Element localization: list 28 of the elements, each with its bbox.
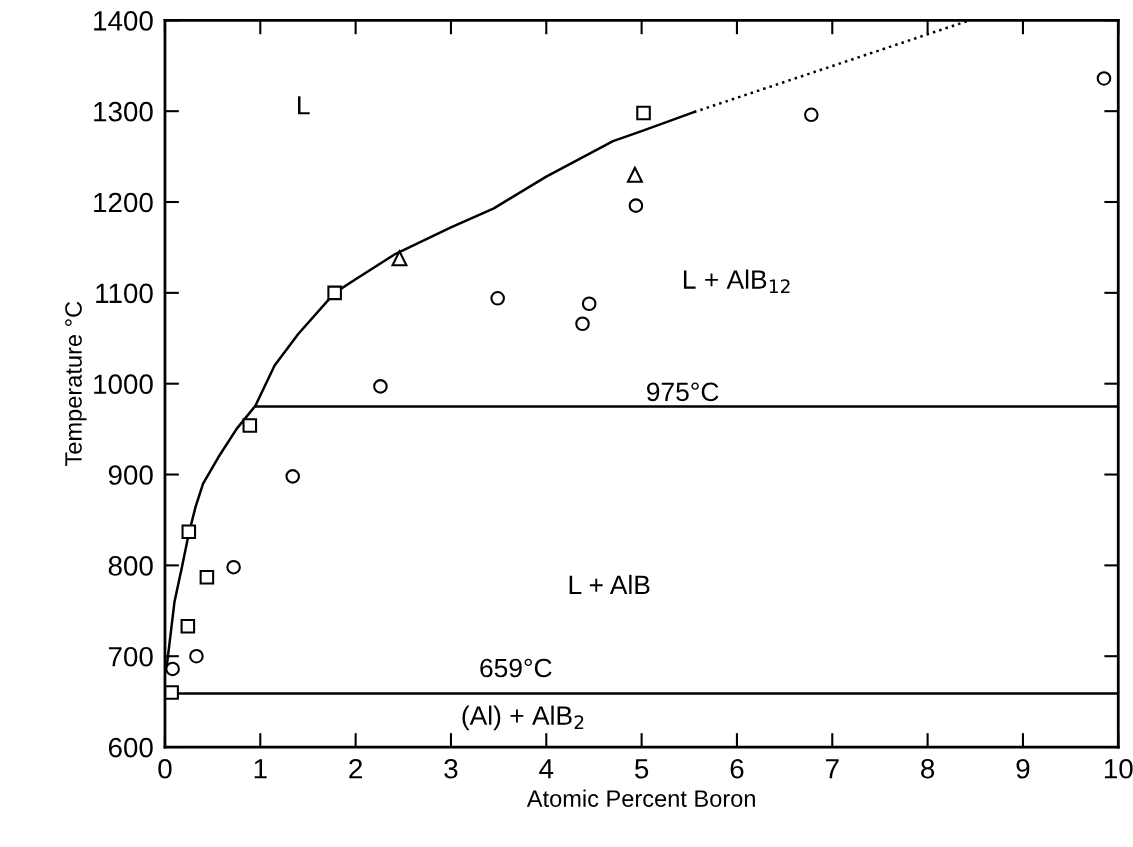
annotation: L + AlB xyxy=(569,574,650,594)
x-tick-label: 7 xyxy=(825,759,839,779)
y-tick-label: 800 xyxy=(108,556,153,576)
x-tick-label: 5 xyxy=(635,759,649,779)
y-tick-label: 900 xyxy=(108,465,153,485)
annotation: L + AlB$_{12}$ xyxy=(683,269,790,293)
y-tick-label: 1400 xyxy=(94,11,153,31)
y-tick-label: 1000 xyxy=(94,374,153,395)
x-axis-title: Atomic Percent Boron xyxy=(526,789,755,807)
x-tick-label: 2 xyxy=(349,758,362,779)
x-tick-label: 6 xyxy=(730,758,744,779)
x-tick-label: 1 xyxy=(254,759,267,779)
ref-line-label: 659°C xyxy=(480,658,552,678)
x-tick-label: 4 xyxy=(539,759,554,779)
x-tick-label: 9 xyxy=(1016,758,1030,779)
y-axis-title: Temperature °C xyxy=(65,301,87,466)
x-tick-label: 10 xyxy=(1104,758,1133,779)
y-tick-label: 700 xyxy=(108,646,153,667)
y-tick-label: 1300 xyxy=(94,101,153,122)
annotation: 975°C xyxy=(647,382,719,402)
annotation: (Al) + AlB$_{2}$ xyxy=(462,705,584,731)
x-tick-label: 3 xyxy=(444,758,458,779)
x-tick-label: 8 xyxy=(921,758,935,779)
y-tick-label: 1100 xyxy=(96,283,153,304)
x-tick-label: 0 xyxy=(158,758,172,779)
y-tick-label: 1200 xyxy=(94,192,153,213)
annotation: L xyxy=(298,96,310,115)
y-tick-label: 600 xyxy=(108,737,153,758)
